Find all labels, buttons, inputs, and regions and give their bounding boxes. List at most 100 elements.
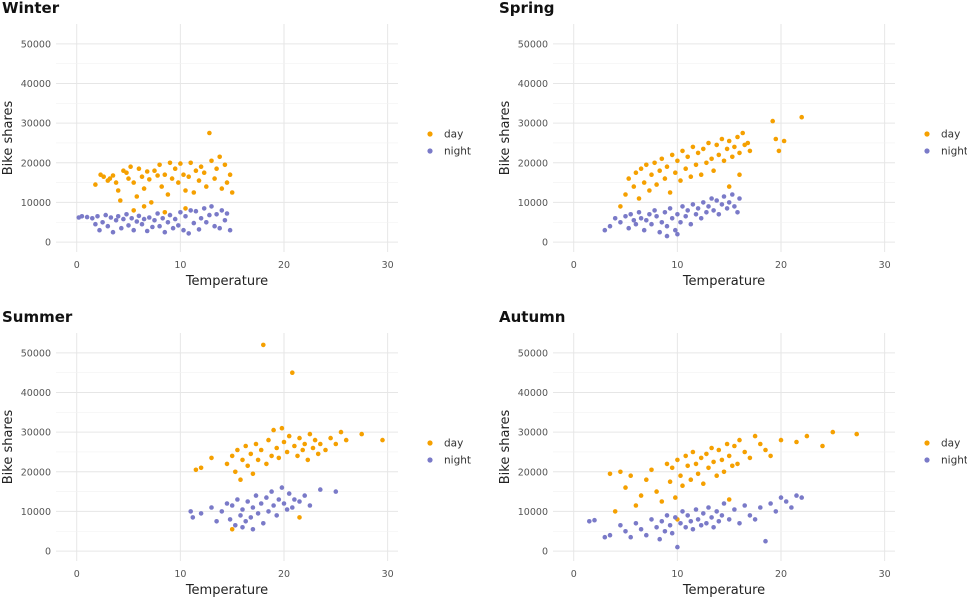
data-point-night [607,223,613,229]
data-point-night [778,495,784,500]
data-point-night [224,211,230,216]
data-point-night [209,505,214,510]
legend-key-day [924,440,930,446]
data-point-night [95,214,100,219]
data-point-day [204,184,209,189]
data-point-night [626,225,631,231]
data-point-night [709,196,714,201]
data-point-day [297,435,302,441]
data-point-night [276,497,282,502]
data-point-night [155,211,160,216]
y-tick-label: 20000 [21,158,51,169]
data-point-day [159,184,164,189]
data-point-night [165,220,171,225]
data-point-night [602,227,608,233]
data-point-day [274,445,280,451]
data-point-day [804,433,810,439]
data-point-night [121,216,126,222]
data-point-night [644,218,649,223]
data-point-night [150,224,155,230]
data-point-day [193,467,199,473]
data-point-day [698,455,704,461]
x-tick-label: 0 [74,260,80,271]
data-point-night [152,218,157,223]
data-point-day [659,499,665,504]
data-point-day [768,453,773,459]
data-point-day [631,184,637,189]
data-point-day [724,146,730,152]
y-axis-label: Bike shares [1,101,16,176]
data-point-day [253,441,259,447]
data-point-night [724,206,730,211]
data-point-day [649,467,654,473]
data-point-night [253,493,259,498]
y-axis-label: Bike shares [498,101,513,176]
data-point-night [667,206,673,211]
data-point-night [144,228,150,234]
data-point-day [706,140,711,146]
data-point-day [778,437,784,443]
data-point-night [721,501,727,506]
data-point-day [657,168,662,173]
data-point-night [115,214,121,219]
data-point-day [281,439,287,445]
data-point-night [693,507,699,512]
data-point-night [250,527,256,532]
series-day [618,114,804,209]
legend: day night [924,129,967,158]
data-point-day [269,453,274,459]
x-tick-label: 30 [382,260,394,271]
data-point-day [229,453,235,459]
legend-key-night [924,148,930,154]
data-point-day [683,453,688,459]
data-point-night [240,507,245,512]
series-day [607,429,859,522]
data-point-day [209,455,214,461]
data-point-night [217,225,222,231]
data-point-night [290,505,295,510]
data-point-night [706,505,711,510]
x-tick-label: 20 [775,569,787,580]
data-point-day [157,162,162,168]
data-point-night [84,214,90,220]
data-point-day [730,154,735,160]
data-point-day [685,463,690,469]
y-axis-label: Bike shares [1,410,16,485]
data-point-day [290,370,295,375]
data-point-night [245,499,250,504]
data-point-night [97,227,102,233]
y-tick-label: 30000 [518,428,548,439]
data-point-night [172,216,178,222]
legend-label-day: day [941,129,960,141]
data-point-night [274,513,280,518]
data-point-night [711,208,716,213]
data-point-day [747,455,753,461]
data-point-day [141,204,147,209]
data-point-day [295,453,300,459]
data-point-night [167,212,173,218]
data-point-night [680,204,685,209]
data-point-night [675,212,680,217]
data-point-day [680,148,685,154]
data-point-day [693,461,699,467]
data-point-night [685,208,690,213]
data-point-day [711,459,716,465]
data-point-day [134,194,140,199]
data-point-night [207,212,212,218]
data-point-night [233,523,238,528]
data-point-day [286,433,292,439]
data-point-night [271,503,276,508]
data-point-day [266,437,271,443]
data-point-night [297,499,302,504]
data-point-night [124,212,129,217]
data-point-day [261,342,266,348]
data-point-day [224,180,230,185]
data-point-day [297,515,302,520]
data-point-night [794,493,799,498]
data-point-day [217,154,222,160]
data-point-day [618,469,623,475]
data-point-night [119,225,124,231]
data-point-day [688,174,694,179]
data-point-day [726,184,732,189]
data-point-night [716,212,722,217]
